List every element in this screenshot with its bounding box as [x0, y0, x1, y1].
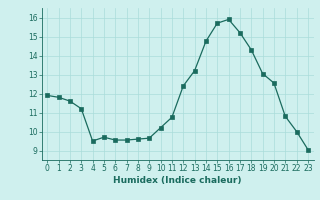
X-axis label: Humidex (Indice chaleur): Humidex (Indice chaleur) — [113, 176, 242, 185]
